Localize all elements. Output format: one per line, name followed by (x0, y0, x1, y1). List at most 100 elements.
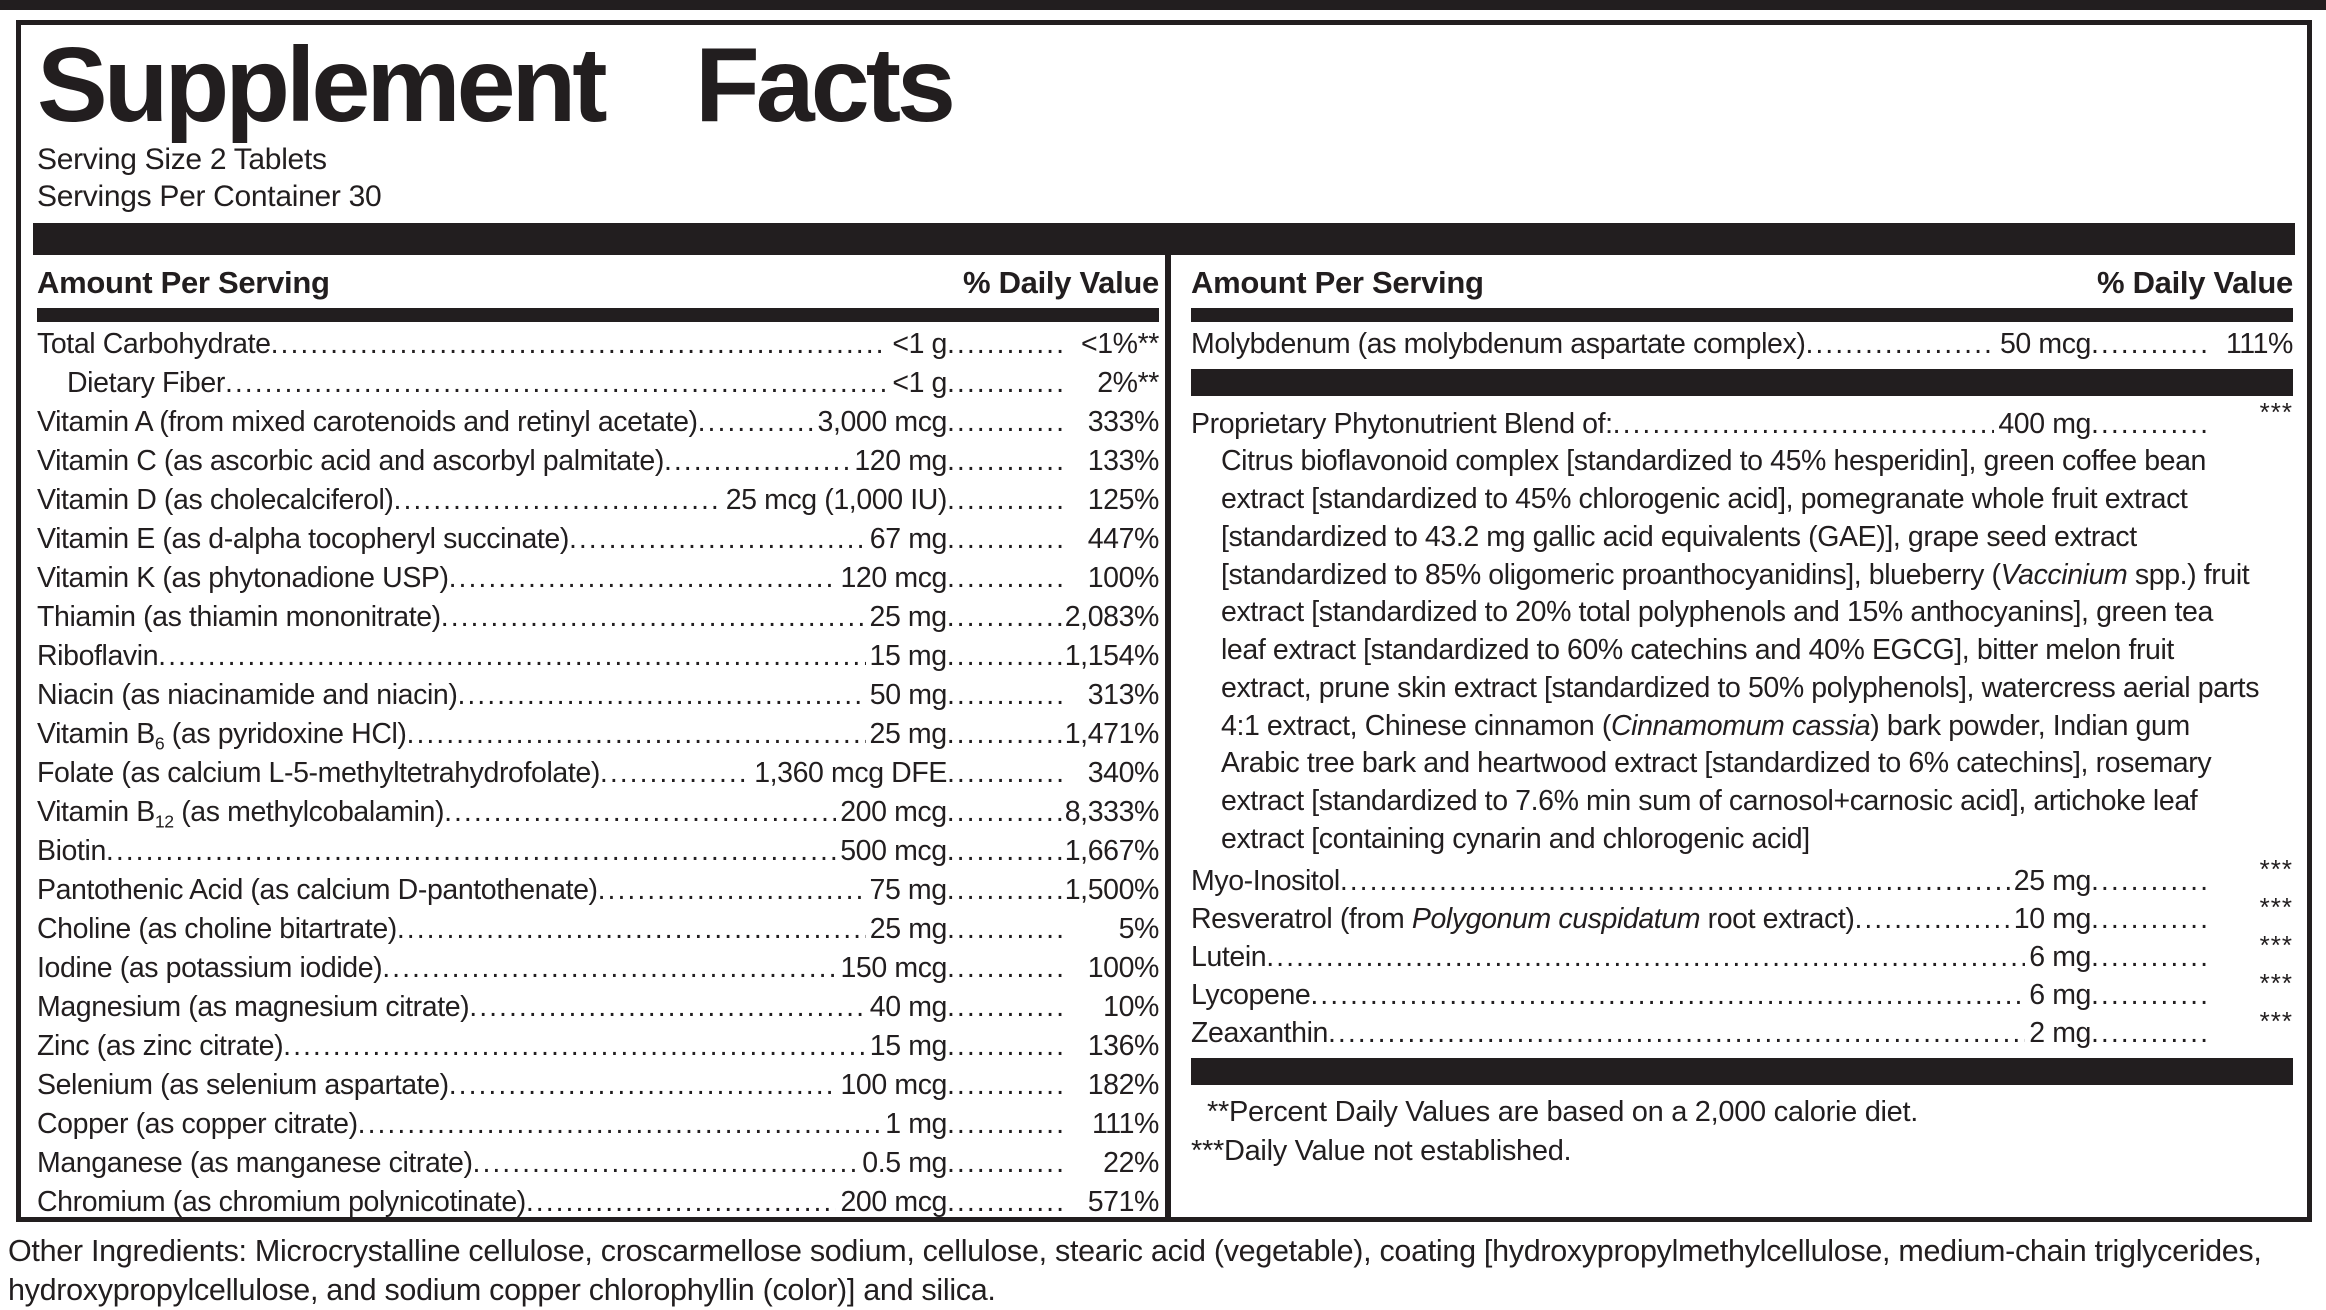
dot-leader (947, 910, 1065, 949)
nutrient-row: Zinc (as zinc citrate) 15 mg 136% (37, 1027, 1159, 1066)
nutrient-row: Choline (as choline bitartrate) 25 mg 5% (37, 910, 1159, 949)
dot-leader (947, 832, 1065, 871)
nutrient-row: Selenium (as selenium aspartate) 100 mcg 1… (37, 1066, 1159, 1105)
nutrient-row: Vitamin A (from mixed carotenoids and re… (37, 403, 1159, 442)
nutrient-amount: 75 mg (869, 874, 948, 907)
label-header: Supplement Facts Serving Size 2 Tablets … (21, 25, 2307, 215)
nutrient-name: Folate (as calcium L-5-methyltetrahydrof… (37, 757, 600, 790)
nutrient-name: Choline (as choline bitartrate) (37, 913, 397, 946)
dot-leader (225, 364, 888, 403)
nutrient-daily-value: 340% (1087, 757, 1160, 790)
nutrient-amount: 3,000 mcg (817, 406, 948, 439)
dot-leader (382, 949, 836, 988)
nutrient-amount: 40 mg (869, 991, 948, 1024)
nutrient-rows-right-top: Molybdenum (as molybdenum aspartate comp… (1191, 322, 2293, 363)
dot-leader (947, 481, 1065, 520)
nutrient-name: Chromium (as chromium polynicotinate) (37, 1186, 526, 1219)
nutrient-name: Riboflavin (37, 640, 159, 673)
nutrient-amount: 50 mg (869, 679, 948, 712)
dot-leader (947, 754, 1065, 793)
nutrient-daily-value: 111% (2225, 328, 2293, 361)
column-divider (1165, 255, 1171, 1217)
nutrient-row: Zeaxanthin 2 mg *** (1191, 1006, 2293, 1052)
amount-per-serving-label: Amount Per Serving (37, 265, 330, 301)
proprietary-blend-header-row: Proprietary Phytonutrient Blend of: 400 … (1191, 397, 2293, 443)
nutrient-daily-value: 125% (1087, 484, 1160, 517)
dot-leader (1854, 900, 2009, 938)
dot-leader (1340, 862, 2010, 900)
dot-leader (947, 949, 1065, 988)
nutrient-row: Biotin 500 mcg 1,667% (37, 832, 1159, 871)
proprietary-blend-description: Citrus bioflavonoid complex [standardize… (1221, 445, 2260, 856)
dot-leader (569, 520, 866, 559)
nutrient-row: Riboflavin 15 mg 1,154% (37, 637, 1159, 676)
nutrient-row: Iodine (as potassium iodide) 150 mcg 100% (37, 949, 1159, 988)
dot-leader (473, 1144, 859, 1183)
dot-leader (947, 1183, 1065, 1222)
nutrient-amount: 200 mcg (840, 796, 947, 829)
dot-leader (947, 1105, 1065, 1144)
dot-leader (598, 871, 866, 910)
dot-leader (449, 1066, 837, 1105)
nutrient-daily-value: *** (2259, 397, 2293, 428)
nutrient-amount: <1 g (892, 328, 947, 361)
nutrient-name: Dietary Fiber (67, 367, 225, 400)
dot-leader (698, 403, 814, 442)
nutrient-amount: 25 mg (869, 718, 948, 751)
dot-leader (397, 910, 866, 949)
nutrient-daily-value: 100% (1087, 562, 1160, 595)
nutrient-name: Proprietary Phytonutrient Blend of: (1191, 408, 1613, 441)
dot-leader (1310, 976, 2025, 1014)
nutrient-name: Magnesium (as magnesium citrate) (37, 991, 470, 1024)
nutrient-daily-value: *** (2259, 892, 2293, 923)
dot-leader (2091, 976, 2209, 1014)
nutrient-daily-value: 1,154% (1064, 640, 1160, 673)
nutrient-name: Niacin (as niacinamide and niacin) (37, 679, 458, 712)
nutrient-daily-value: 2,083% (1064, 601, 1160, 634)
nutrient-row: Pantothenic Acid (as calcium D-pantothen… (37, 871, 1159, 910)
nutrient-amount: 15 mg (869, 1030, 948, 1063)
dot-leader (947, 325, 1065, 364)
footnote: ***Daily Value not established. (1191, 1134, 1572, 1167)
dot-leader (2091, 1014, 2209, 1052)
nutrient-row: Magnesium (as magnesium citrate) 40 mg 10% (37, 988, 1159, 1027)
dot-leader (2091, 938, 2209, 976)
nutrient-amount: 120 mg (854, 445, 947, 478)
dot-leader (469, 988, 866, 1027)
dot-leader (947, 598, 1065, 637)
nutrient-row: Niacin (as niacinamide and niacin) 50 mg 3… (37, 676, 1159, 715)
dot-leader (947, 715, 1065, 754)
page-title: Supplement Facts (37, 26, 956, 144)
nutrient-daily-value: 136% (1087, 1030, 1160, 1063)
nutrient-daily-value: *** (2259, 1006, 2293, 1037)
nutrient-amount: 500 mcg (840, 835, 947, 868)
section-divider-bar (1191, 1057, 2293, 1085)
section-divider-bar (1191, 369, 2293, 397)
nutrient-row: Vitamin B12 (as methylcobalamin) 200 mcg 8… (37, 793, 1159, 832)
nutrient-daily-value: *** (2259, 854, 2293, 885)
footnote: **Percent Daily Values are based on a 2,… (1207, 1095, 1919, 1128)
nutrient-rows-left: Total Carbohydrate <1 g<1%**Dietary Fibe… (37, 322, 1159, 1222)
nutrient-amount: 25 mg (2013, 864, 2092, 897)
dot-leader (449, 559, 837, 598)
dot-leader (407, 715, 866, 754)
nutrient-amount: 25 mcg (1,000 IU) (725, 484, 948, 517)
nutrient-row: Total Carbohydrate <1 g <1%** (37, 325, 1159, 364)
nutrient-daily-value: *** (2259, 930, 2293, 961)
nutrient-amount: 6 mg (2029, 978, 2091, 1011)
dot-leader (158, 637, 865, 676)
nutrient-name: Lutein (1191, 940, 1267, 973)
amount-per-serving-label: Amount Per Serving (1191, 265, 1484, 301)
nutrient-daily-value: 571% (1087, 1186, 1160, 1219)
nutrient-daily-value: 1,500% (1064, 874, 1160, 907)
dot-leader (106, 832, 836, 871)
dot-leader (947, 442, 1065, 481)
nutrient-daily-value: 111% (1091, 1108, 1159, 1141)
nutrient-name: Resveratrol (from Polygonum cuspidatum r… (1191, 902, 1855, 935)
nutrient-row: Myo-Inositol 25 mg *** (1191, 854, 2293, 900)
dot-leader (947, 676, 1065, 715)
top-edge-strip (0, 0, 2326, 10)
nutrient-row: Vitamin C (as ascorbic acid and ascorbyl… (37, 442, 1159, 481)
dot-leader (600, 754, 750, 793)
serving-size: Serving Size 2 Tablets (37, 143, 327, 177)
